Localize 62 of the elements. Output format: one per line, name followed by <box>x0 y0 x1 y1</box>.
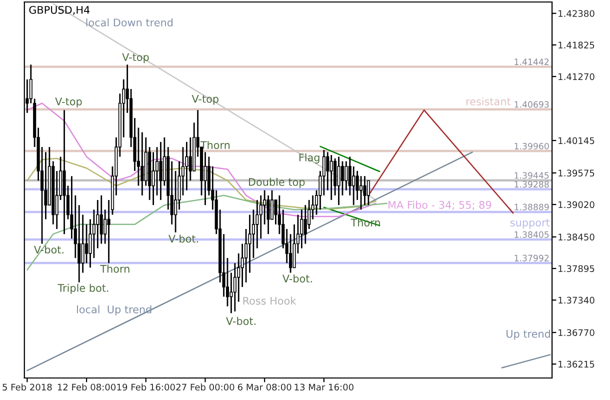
y-tick-label: 1.38450 <box>558 234 594 240</box>
ref-line-label: 1.39960 <box>514 142 549 150</box>
annotation: local Up trend <box>76 305 152 316</box>
annotation: support <box>510 219 550 229</box>
y-tick-label: 1.41825 <box>558 42 594 49</box>
y-tick-label: 1.39020 <box>558 201 594 208</box>
line-series <box>26 194 388 271</box>
y-tick-label: 1.36215 <box>558 360 594 368</box>
chart-title: GBPUSD,H4 <box>29 6 90 15</box>
y-tick-label: 1.36770 <box>558 329 594 336</box>
ref-line-label: 1.39445 <box>514 172 549 179</box>
candlestick <box>352 166 356 206</box>
y-tick-label: 1.40145 <box>558 137 594 144</box>
ref-line-label: 1.41442 <box>514 58 549 65</box>
ref-line-label: 1.40693 <box>514 101 549 108</box>
candlestick <box>359 175 363 210</box>
candlestick <box>340 160 344 196</box>
candlestick <box>344 160 348 191</box>
candlestick <box>100 194 103 244</box>
annotation: Thorn <box>100 264 130 273</box>
ref-line-label: 1.38405 <box>514 231 549 238</box>
annotation: MA Fibo - 34; 55; 89 <box>388 200 492 210</box>
annotation: Flag <box>299 153 320 164</box>
candlestick <box>304 204 307 244</box>
annotation: V-bot. <box>168 234 198 243</box>
annotation: resistant <box>466 97 511 106</box>
x-tick-label: 12 Feb 08:00 <box>58 384 116 391</box>
x-tick-label: 6 Mar 08:00 <box>238 384 292 391</box>
x-tick-label: 27 Feb 00:00 <box>176 384 234 391</box>
candlestick <box>266 194 270 235</box>
candlestick <box>363 175 366 206</box>
candlestick <box>140 132 144 196</box>
candlestick <box>337 156 340 206</box>
annotation: V-bot. <box>226 316 256 325</box>
ref-line-label: 1.39288 <box>514 181 549 188</box>
candlestick <box>85 224 88 264</box>
x-tick-label: 19 Feb 16:00 <box>117 384 175 391</box>
annotation: V-bot. <box>282 274 312 283</box>
y-tick-label: 1.41270 <box>558 73 594 80</box>
annotation: Triple bot. <box>58 284 108 294</box>
y-tick-label: 1.42380 <box>558 10 594 17</box>
x-tick-label: 13 Mar 16:00 <box>294 384 354 391</box>
ref-line-label: 1.38889 <box>514 204 549 210</box>
candlestick <box>152 151 155 206</box>
candlestick <box>81 214 84 274</box>
annotation: Double top <box>248 178 305 188</box>
y-tick-label: 1.39575 <box>558 170 594 176</box>
candlestick <box>289 233 292 274</box>
candlestick <box>366 180 370 206</box>
annotation: V-top <box>192 95 218 105</box>
annotation: V-top <box>55 98 82 108</box>
annotation: Ross Hook <box>243 296 296 305</box>
y-tick-label: 1.37340 <box>558 296 594 304</box>
annotation: V-top <box>122 53 149 64</box>
ref-line-label: 1.37992 <box>514 254 549 262</box>
annotation: Up trend <box>506 330 550 340</box>
annotation: local Down trend <box>86 18 173 26</box>
candlestick <box>159 141 162 201</box>
candlestick <box>330 154 333 201</box>
y-tick-label: 1.37895 <box>558 265 594 272</box>
annotation: Thorn <box>200 140 230 150</box>
x-tick-label: 5 Feb 2018 <box>2 384 52 391</box>
